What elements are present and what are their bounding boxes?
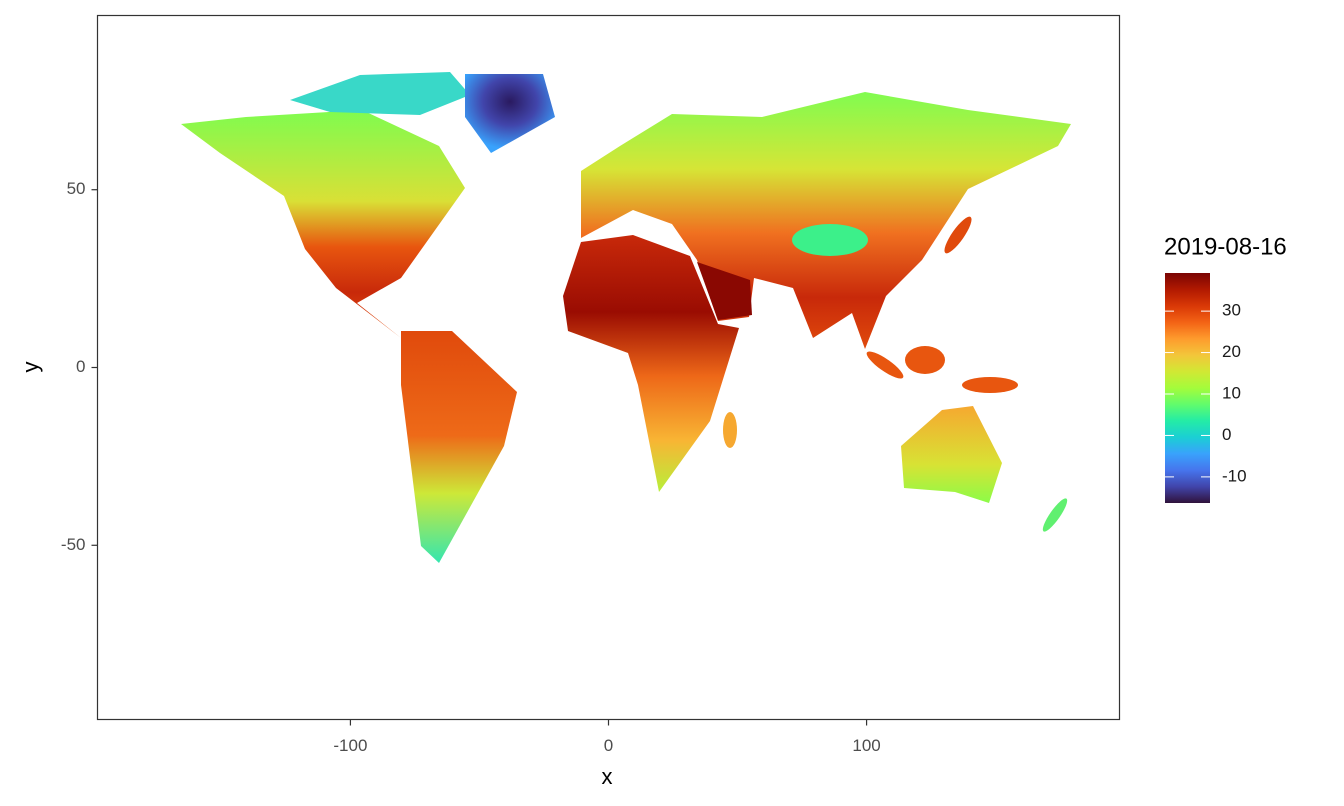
- arabia: [697, 262, 752, 320]
- legend-tick-label: 20: [1222, 342, 1241, 361]
- y-tick-label: 0: [76, 357, 85, 376]
- eurasia: [581, 92, 1071, 349]
- legend-title: 2019-08-16: [1164, 233, 1287, 260]
- greenland: [465, 74, 555, 153]
- japan: [944, 216, 972, 254]
- australia: [901, 406, 1002, 503]
- x-tick-label: 100: [852, 736, 880, 755]
- x-axis-title: x: [602, 764, 613, 789]
- tibet: [792, 224, 868, 256]
- legend-tick-label: -10: [1222, 466, 1247, 485]
- legend-tick-label: 10: [1222, 383, 1241, 402]
- madagascar: [723, 412, 737, 448]
- y-tick-label: 50: [67, 179, 86, 198]
- x-tick-label: 0: [604, 736, 613, 755]
- legend-tick-label: 0: [1222, 425, 1231, 444]
- y-tick-label: -50: [61, 535, 86, 554]
- north-america: [181, 110, 465, 338]
- south-america: [401, 331, 517, 563]
- legend-tick-label: 30: [1222, 301, 1241, 320]
- colorbar: [1165, 273, 1210, 503]
- borneo: [905, 346, 945, 374]
- land-raster: [181, 72, 1071, 563]
- new-zealand: [1042, 498, 1068, 532]
- x-tick-label: -100: [333, 736, 367, 755]
- arctic-islands: [290, 72, 470, 115]
- africa: [563, 235, 739, 492]
- new-guinea: [962, 377, 1018, 393]
- y-axis-title: y: [18, 362, 43, 373]
- sumatra: [866, 351, 904, 379]
